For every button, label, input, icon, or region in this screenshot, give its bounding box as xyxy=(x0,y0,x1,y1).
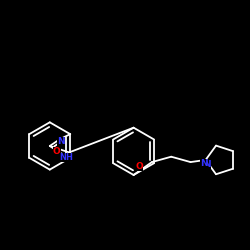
Text: O: O xyxy=(53,147,61,156)
Text: N: N xyxy=(200,159,207,168)
Text: NH: NH xyxy=(59,153,73,162)
Text: N: N xyxy=(57,137,65,146)
Text: N: N xyxy=(203,160,210,169)
Text: O: O xyxy=(136,162,143,171)
